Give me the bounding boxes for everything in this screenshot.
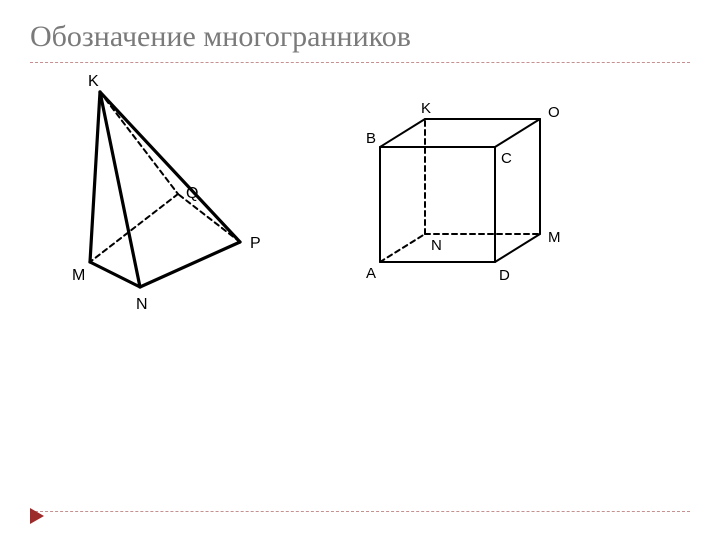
svg-text:K: K — [88, 73, 99, 90]
svg-text:K: K — [421, 100, 431, 117]
polyhedra-svg: K M N P Q B C A D K O N M — [30, 72, 630, 312]
diagrams-area: K M N P Q B C A D K O N M — [30, 72, 630, 312]
svg-text:M: M — [548, 229, 561, 246]
divider-bottom — [30, 511, 690, 512]
svg-text:C: C — [501, 150, 512, 167]
svg-text:O: O — [548, 104, 560, 121]
svg-text:N: N — [136, 296, 148, 312]
svg-text:B: B — [366, 130, 376, 147]
divider-top — [30, 62, 690, 63]
accent-marker — [30, 508, 44, 524]
svg-text:A: A — [366, 265, 376, 282]
svg-text:D: D — [499, 267, 510, 284]
svg-text:Q: Q — [186, 185, 198, 202]
slide-title: Обозначение многогранников — [30, 20, 411, 54]
svg-text:M: M — [72, 267, 85, 284]
svg-text:N: N — [431, 237, 442, 254]
svg-text:P: P — [250, 235, 261, 252]
